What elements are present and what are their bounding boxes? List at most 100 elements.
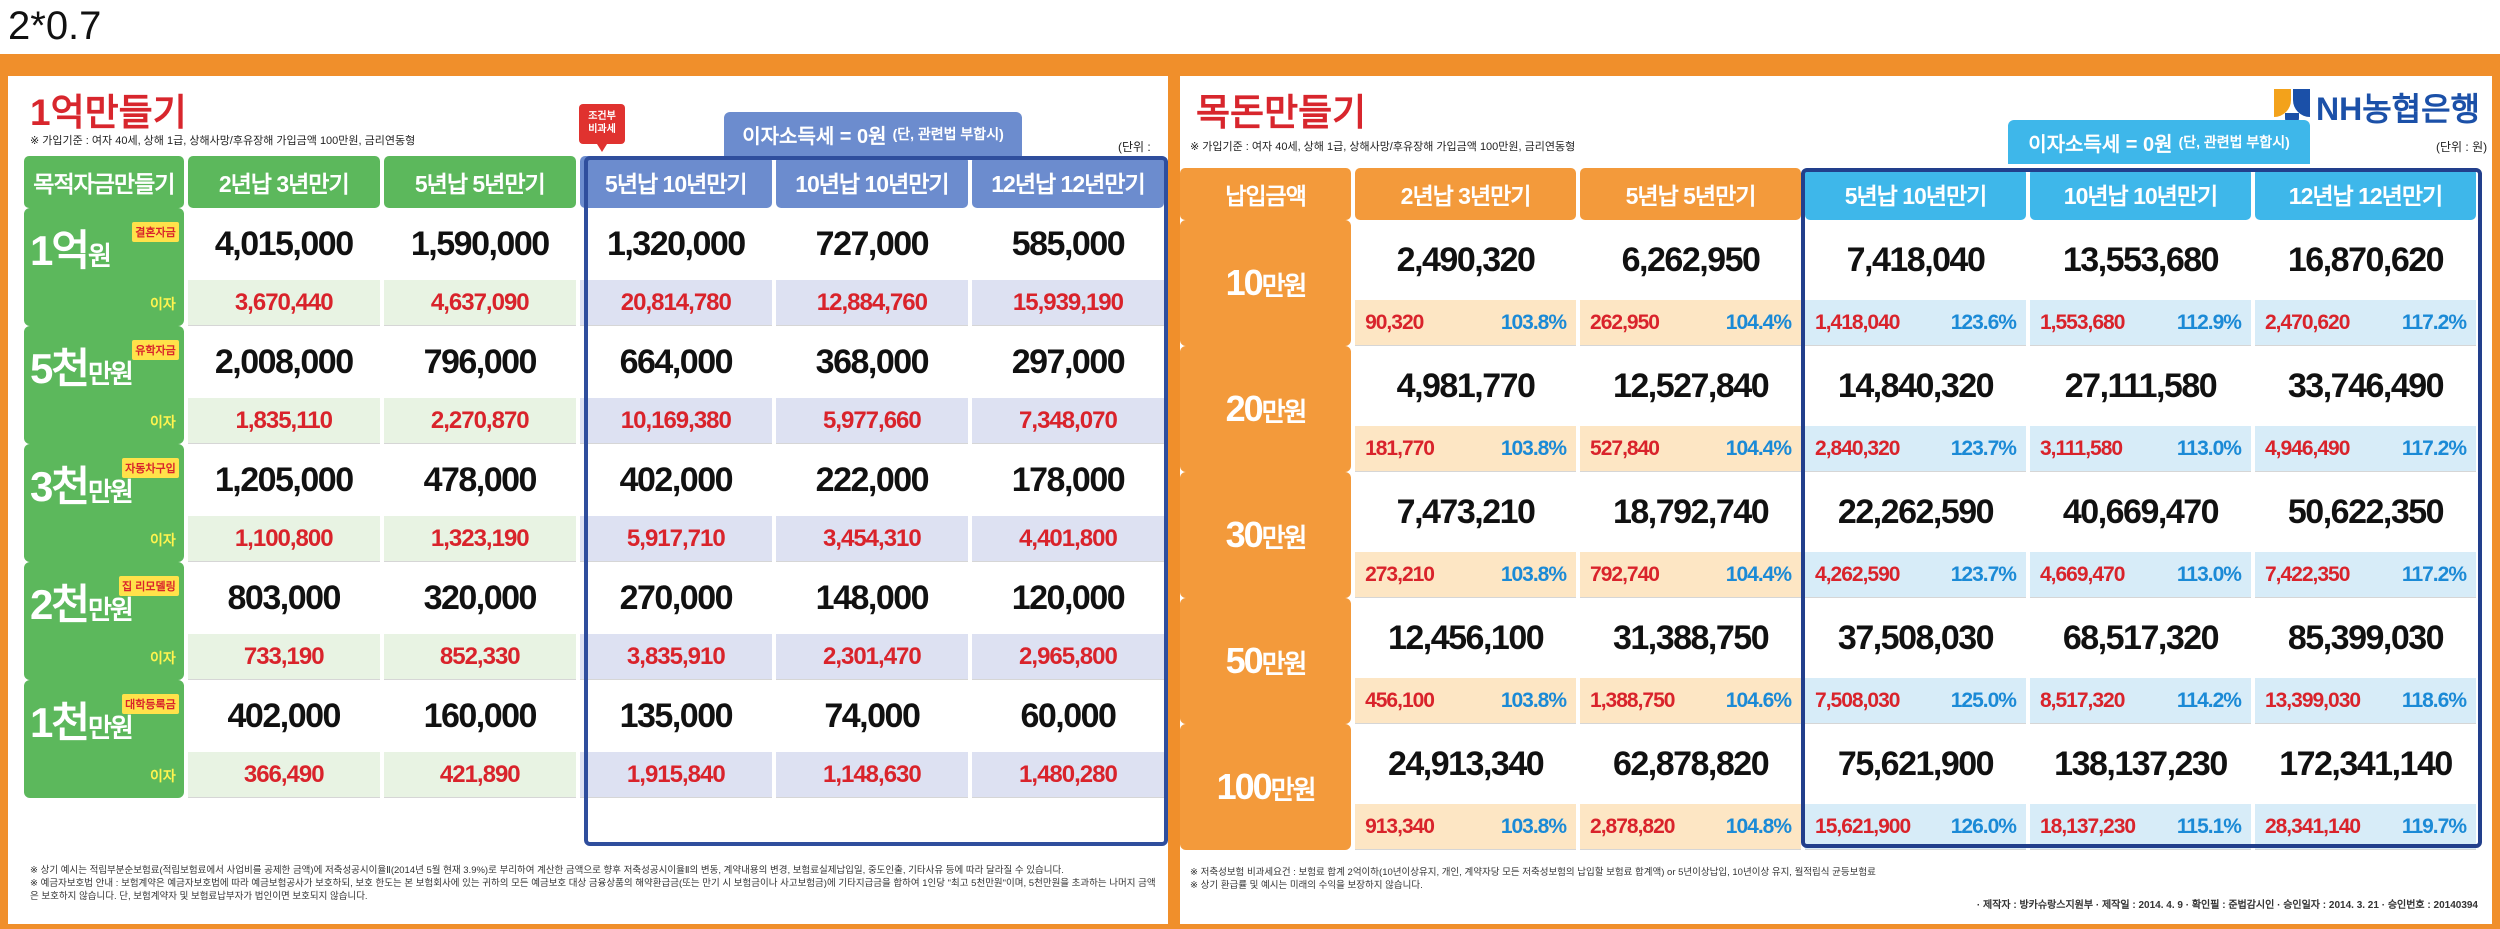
left-value-cell: 297,000 [1011, 342, 1126, 381]
right-value-cell: 62,878,820 [1612, 744, 1770, 783]
left-row-purpose-tag: 집 리모델링 [119, 576, 179, 596]
right-value-cell: 18,792,740 [1612, 492, 1770, 531]
left-value-cell: 1,590,000 [410, 224, 550, 263]
left-interest-cell: 2,965,800 [971, 634, 1164, 680]
right-interest-cell: 273,210 103.8% [1355, 552, 1577, 598]
right-value-row: 20만원 4,981,770 12,527,840 14,840,320 27,111,… [1180, 346, 2476, 472]
left-value-cell: 148,000 [815, 578, 930, 617]
right-row-amount: 30만원 [1180, 514, 1351, 556]
interest-amount: 3,111,580 [2039, 436, 2123, 460]
right-value-cell: 50,622,350 [2287, 492, 2445, 531]
left-row-interest-label: 이자 [149, 414, 176, 430]
right-value-cell: 172,341,140 [2279, 744, 2453, 783]
right-value-row: 100만원 24,913,340 62,878,820 75,621,900 138,1… [1180, 724, 2476, 850]
left-interest-row: 1,835,110 2,270,870 10,169,380 5,977,660 7,3… [24, 398, 1164, 444]
interest-amount: 456,100 [1365, 688, 1435, 712]
right-value-cell: 4,981,770 [1396, 366, 1536, 405]
interest-amount: 7,422,350 [2264, 562, 2350, 586]
right-row-label: 50만원 [1180, 598, 1352, 724]
left-interest-cell: 5,917,710 [579, 516, 772, 562]
right-value-cell: 7,418,040 [1846, 240, 1986, 279]
right-interest-cell: 15,621,900 126.0% [1805, 804, 2026, 850]
right-amount-unit: 만원 [1261, 397, 1308, 427]
interest-amount: 913,340 [1365, 814, 1435, 838]
right-interest-cell: 2,878,820 104.8% [1580, 804, 1802, 850]
right-interest-cell: 90,320 103.8% [1355, 300, 1577, 346]
right-row-amount: 50만원 [1180, 640, 1351, 682]
right-interest-cell: 8,517,320 114.2% [2029, 678, 2251, 724]
right-row-label: 20만원 [1180, 346, 1352, 472]
right-row-label: 100만원 [1180, 724, 1352, 850]
interest-rate-pair: 4,262,590 123.7% [1805, 563, 2026, 587]
interest-amount: 8,517,320 [2039, 688, 2125, 712]
right-value-cell: 24,913,340 [1387, 744, 1545, 783]
left-interest-cell: 20,814,780 [579, 280, 772, 326]
left-value-row: 1억원 결혼자금 이자 4,015,000 1,590,000 1,320,000 727,… [24, 208, 1164, 326]
right-amount-number: 100 [1216, 766, 1273, 807]
interest-rate-pair: 2,878,820 104.8% [1580, 815, 1801, 839]
interest-rate-pair: 18,137,230 115.1% [2030, 815, 2251, 839]
refund-rate: 119.7% [2401, 814, 2467, 838]
left-value-cell: 402,000 [227, 696, 342, 735]
right-tax-main: 이자소득세 = 0원 [2028, 133, 2173, 156]
left-value-row: 3천만원 자동차구입 이자 1,205,000 478,000 402,000 222,00… [24, 444, 1164, 562]
interest-amount: 4,262,590 [1815, 562, 1900, 586]
cond-line1: 조건부 [588, 111, 616, 122]
left-header-cell: 목적자금만들기 [24, 156, 184, 208]
refund-rate: 125.0% [1950, 688, 2017, 712]
right-interest-cell: 4,946,490 117.2% [2254, 426, 2476, 472]
left-header-row: 목적자금만들기 2년납 3년만기 5년납 5년만기 5년납 10년만기 10년납 10년… [24, 156, 1164, 208]
right-value-cell: 138,137,230 [2054, 744, 2228, 783]
interest-rate-pair: 8,517,320 114.2% [2030, 689, 2251, 713]
left-interest-cell: 5,977,660 [775, 398, 968, 444]
refund-rate: 103.8% [1500, 814, 1567, 838]
left-amount-unit: 만원 [88, 477, 134, 507]
logo-text: NH농협은행 [2316, 91, 2480, 127]
refund-rate: 115.1% [2176, 814, 2242, 838]
right-interest-cell: 13,399,030 118.6% [2254, 678, 2476, 724]
right-interest-cell: 913,340 103.8% [1355, 804, 1577, 850]
left-value-cell: 585,000 [1011, 224, 1126, 263]
right-interest-cell: 4,262,590 123.7% [1805, 552, 2026, 598]
left-row-interest-label: 이자 [149, 768, 176, 784]
right-interest-cell: 3,111,580 113.0% [2029, 426, 2251, 472]
right-interest-row: 181,770 103.8% 527,840 104.4% 2,840,320 123.7… [1180, 426, 2476, 472]
right-notes: ※ 저축성보험 비과세요건 : 보험료 합계 2억이하(10년이상유지, 개인,… [1190, 866, 2190, 892]
right-interest-cell: 1,553,680 112.9% [2029, 300, 2251, 346]
left-tax-main: 이자소득세 = 0원 [742, 125, 887, 148]
left-row-label: 2천만원 집 리모델링 이자 [24, 562, 184, 680]
right-value-cell: 37,508,030 [1837, 618, 1995, 657]
right-value-cell: 40,669,470 [2062, 492, 2220, 531]
refund-rate: 103.8% [1500, 688, 1567, 712]
right-header-cell: 5년납 10년만기 [1805, 168, 2026, 220]
right-interest-row: 273,210 103.8% 792,740 104.4% 4,262,590 123.7… [1180, 552, 2476, 598]
left-value-row: 1천만원 대학등록금 이자 402,000 160,000 135,000 74,000 60… [24, 680, 1164, 798]
interest-rate-pair: 262,950 104.4% [1580, 311, 1801, 335]
left-row-interest-label: 이자 [149, 650, 176, 666]
left-interest-cell: 7,348,070 [971, 398, 1164, 444]
right-value-cell: 12,456,100 [1387, 618, 1545, 657]
right-note: ※ 저축성보험 비과세요건 : 보험료 합계 2억이하(10년이상유지, 개인,… [1190, 867, 1876, 878]
interest-rate-pair: 3,111,580 113.0% [2030, 437, 2251, 461]
interest-rate-pair: 273,210 103.8% [1355, 563, 1576, 587]
right-interest-cell: 1,388,750 104.6% [1580, 678, 1802, 724]
interest-amount: 181,770 [1365, 436, 1435, 460]
refund-rate: 104.4% [1725, 310, 1792, 334]
refund-rate: 117.2% [2401, 310, 2467, 334]
right-value-cell: 68,517,320 [2062, 618, 2220, 657]
left-row-label: 3천만원 자동차구입 이자 [24, 444, 184, 562]
right-interest-cell: 7,508,030 125.0% [1805, 678, 2026, 724]
right-row-label: 10만원 [1180, 220, 1352, 346]
interest-rate-pair: 15,621,900 126.0% [1805, 815, 2026, 839]
left-value-cell: 4,015,000 [214, 224, 354, 263]
right-amount-unit: 만원 [1261, 523, 1308, 553]
left-row-amount: 3천만원 [30, 466, 134, 513]
left-row-amount: 1억원 [30, 230, 112, 277]
right-interest-cell: 18,137,230 115.1% [2029, 804, 2251, 850]
right-row-amount: 20만원 [1180, 388, 1351, 430]
left-interest-cell: 4,401,800 [971, 516, 1164, 562]
right-header-cell: 납입금액 [1180, 168, 1352, 220]
right-interest-cell: 792,740 104.4% [1580, 552, 1802, 598]
right-header-cell: 10년납 10년만기 [2029, 168, 2251, 220]
interest-rate-pair: 2,470,620 117.2% [2255, 311, 2476, 335]
